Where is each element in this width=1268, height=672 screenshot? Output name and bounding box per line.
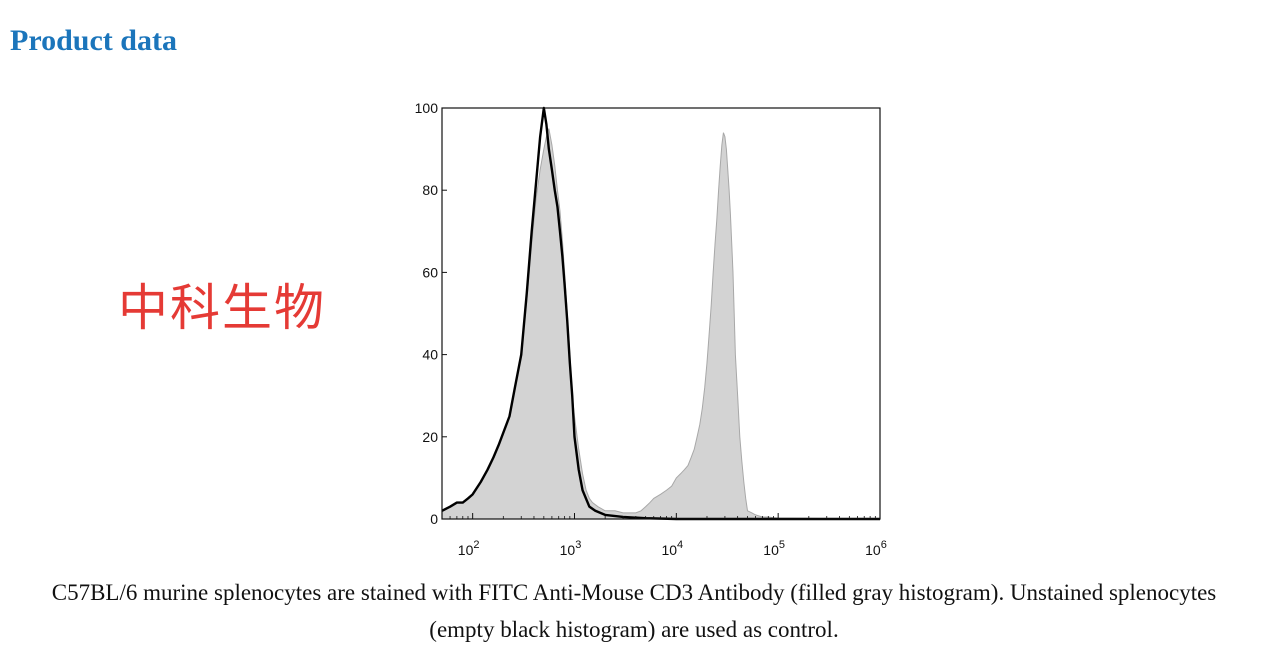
control-histogram-line xyxy=(441,106,880,521)
y-tick-label: 20 xyxy=(422,429,438,445)
y-tick-label: 0 xyxy=(430,511,438,527)
stained-histogram-area xyxy=(441,128,881,520)
histogram-chart: 0 20 40 60 80 100 102 103 104 105 106 xyxy=(415,100,887,558)
x-tick-label: 103 xyxy=(560,539,582,558)
x-tick-label: 106 xyxy=(865,539,887,558)
section-title: Product data xyxy=(10,24,177,57)
x-tick-label: 104 xyxy=(661,539,683,558)
x-tick-label: 105 xyxy=(763,539,785,558)
plot-area xyxy=(441,106,881,521)
watermark-text: 中科生物 xyxy=(118,279,326,337)
x-tick-label: 102 xyxy=(458,539,480,558)
y-tick-label: 100 xyxy=(415,100,439,116)
figure-caption: C57BL/6 murine splenocytes are stained w… xyxy=(51,580,1217,642)
axes: 0 20 40 60 80 100 102 103 104 105 106 xyxy=(415,100,887,558)
y-tick-label: 80 xyxy=(422,182,438,198)
plot-frame xyxy=(441,107,881,520)
y-tick-label: 60 xyxy=(422,264,438,280)
y-tick-label: 40 xyxy=(422,347,438,363)
